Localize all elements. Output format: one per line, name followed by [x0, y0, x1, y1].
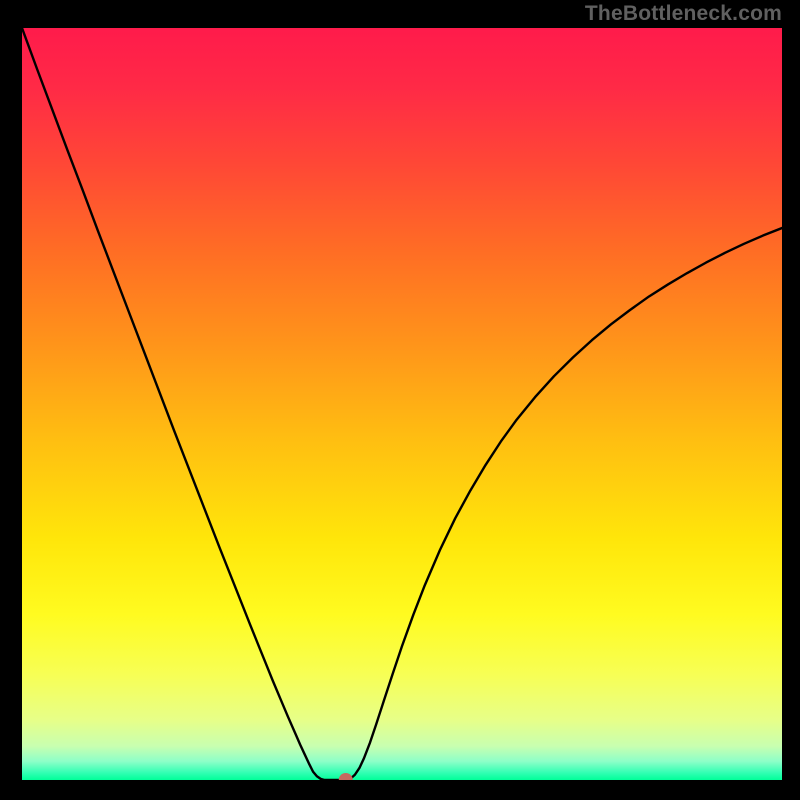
plot-background: [22, 28, 782, 780]
optimal-point-marker: [339, 773, 353, 787]
chart-frame: { "watermark": { "text": "TheBottleneck.…: [0, 0, 800, 800]
bottleneck-chart: [0, 0, 800, 800]
watermark-text: TheBottleneck.com: [585, 2, 782, 26]
